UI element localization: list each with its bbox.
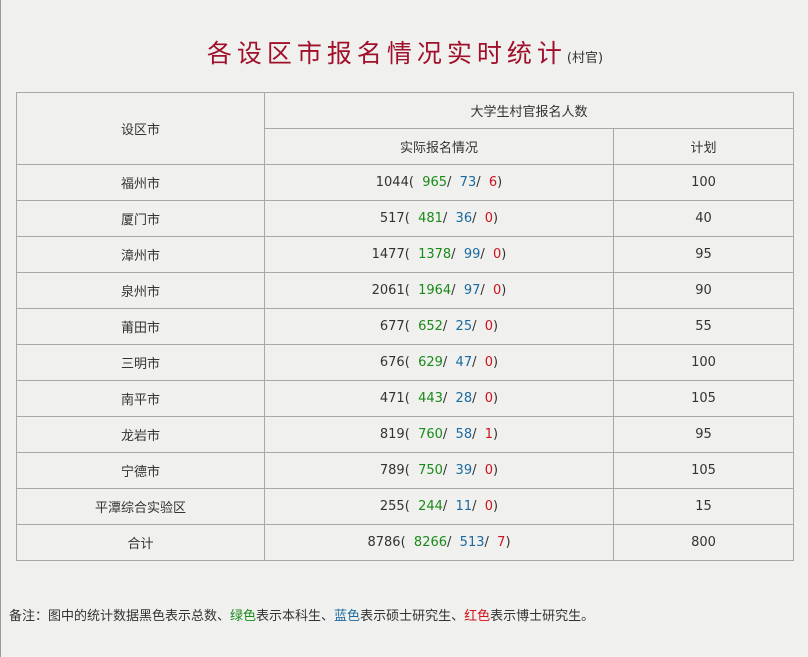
master-count: 97 <box>463 283 481 298</box>
plan-count: 55 <box>613 308 794 345</box>
actual-count: 789( 750/ 39/ 0) <box>264 452 614 489</box>
doctor-count: 0 <box>484 211 494 226</box>
actual-count: 676( 629/ 47/ 0) <box>264 344 614 381</box>
doctor-count: 0 <box>484 319 494 334</box>
actual-count: 819( 760/ 58/ 1) <box>264 416 614 453</box>
doctor-count: 6 <box>488 175 498 190</box>
bachelor-count: 1964 <box>418 283 452 298</box>
plan-count: 105 <box>613 380 794 417</box>
doctor-count: 0 <box>493 247 502 262</box>
master-count: 36 <box>455 211 473 226</box>
region-name: 三明市 <box>16 344 265 381</box>
actual-count: 255( 244/ 11/ 0) <box>264 488 614 525</box>
doctor-count: 1 <box>484 427 494 442</box>
bachelor-count: 481 <box>418 211 443 226</box>
table-row: 南平市 471( 443/ 28/ 0) 105 <box>16 380 794 417</box>
bachelor-count: 750 <box>418 463 443 478</box>
region-name: 南平市 <box>16 380 265 417</box>
title-suffix: (村官) <box>566 51 604 66</box>
bachelor-count: 1378 <box>418 247 452 262</box>
doctor-count: 0 <box>493 283 502 298</box>
header-row: 设区市 大学生村官报名人数 <box>16 92 794 165</box>
actual-count: 517( 481/ 36/ 0) <box>264 200 614 237</box>
table-row: 平潭综合实验区 255( 244/ 11/ 0) 15 <box>16 488 794 525</box>
actual-count: 471( 443/ 28/ 0) <box>264 380 614 417</box>
master-count: 513 <box>459 535 485 550</box>
plan-count: 15 <box>613 488 794 525</box>
plan-count: 40 <box>613 200 794 237</box>
plan-count: 100 <box>613 164 794 201</box>
table-row: 泉州市 2061( 1964/ 97/ 0) 90 <box>16 272 794 309</box>
bachelor-count: 652 <box>418 319 443 334</box>
master-count: 11 <box>455 499 473 514</box>
plan-count: 100 <box>613 344 794 381</box>
bachelor-count: 244 <box>418 499 443 514</box>
region-name: 莆田市 <box>16 308 265 345</box>
plan-count: 95 <box>613 416 794 453</box>
table-row: 厦门市 517( 481/ 36/ 0) 40 <box>16 200 794 237</box>
table-row: 三明市 676( 629/ 47/ 0) 100 <box>16 344 794 381</box>
actual-count: 677( 652/ 25/ 0) <box>264 308 614 345</box>
header-group: 大学生村官报名人数 <box>264 92 794 129</box>
region-name: 厦门市 <box>16 200 265 237</box>
registration-table: 设区市 大学生村官报名人数 实际报名情况 计划 福州市 1044( 965/ 7… <box>16 92 794 561</box>
actual-count: 1477( 1378/ 99/ 0) <box>264 236 614 273</box>
region-name: 龙岩市 <box>16 416 265 453</box>
header-row: 实际报名情况 计划 <box>17 128 794 165</box>
region-name: 泉州市 <box>16 272 265 309</box>
region-name: 福州市 <box>16 164 265 201</box>
table-row: 龙岩市 819( 760/ 58/ 1) 95 <box>16 416 794 453</box>
master-count: 28 <box>455 391 473 406</box>
doctor-count: 7 <box>497 535 506 550</box>
doctor-count: 0 <box>484 499 494 514</box>
actual-count: 8786( 8266/ 513/ 7) <box>264 524 614 561</box>
actual-count: 1044( 965/ 73/ 6) <box>264 164 614 201</box>
bachelor-count: 965 <box>422 175 448 190</box>
region-name: 宁德市 <box>16 452 265 489</box>
actual-count: 2061( 1964/ 97/ 0) <box>264 272 614 309</box>
table-row: 宁德市 789( 750/ 39/ 0) 105 <box>16 452 794 489</box>
plan-count: 105 <box>613 452 794 489</box>
master-count: 73 <box>459 175 477 190</box>
plan-count: 90 <box>613 272 794 309</box>
region-name: 合计 <box>16 524 265 561</box>
page-title: 各设区市报名情况实时统计(村官) <box>206 39 604 68</box>
plan-count: 800 <box>613 524 794 561</box>
doctor-count: 0 <box>484 463 494 478</box>
region-name: 漳州市 <box>16 236 265 273</box>
table-row: 福州市 1044( 965/ 73/ 6) 100 <box>16 164 794 201</box>
header-plan: 计划 <box>613 128 794 165</box>
bachelor-count: 760 <box>418 427 443 442</box>
master-count: 39 <box>455 463 473 478</box>
master-count: 25 <box>455 319 473 334</box>
table-row: 莆田市 677( 652/ 25/ 0) 55 <box>16 308 794 345</box>
bachelor-count: 629 <box>418 355 443 370</box>
header-region: 设区市 <box>16 92 265 165</box>
plan-count: 95 <box>613 236 794 273</box>
table-row: 合计 8786( 8266/ 513/ 7) 800 <box>16 524 794 561</box>
footnote: 备注：图中的统计数据黑色表示总数、绿色表示本科生、蓝色表示硕士研究生、红色表示博… <box>9 609 595 624</box>
region-name: 平潭综合实验区 <box>16 488 265 525</box>
bachelor-count: 8266 <box>413 535 448 550</box>
header-actual: 实际报名情况 <box>264 128 614 165</box>
table-row: 漳州市 1477( 1378/ 99/ 0) 95 <box>16 236 794 273</box>
master-count: 99 <box>463 247 481 262</box>
doctor-count: 0 <box>484 391 494 406</box>
master-count: 58 <box>455 427 473 442</box>
doctor-count: 0 <box>484 355 494 370</box>
bachelor-count: 443 <box>418 391 443 406</box>
master-count: 47 <box>455 355 473 370</box>
